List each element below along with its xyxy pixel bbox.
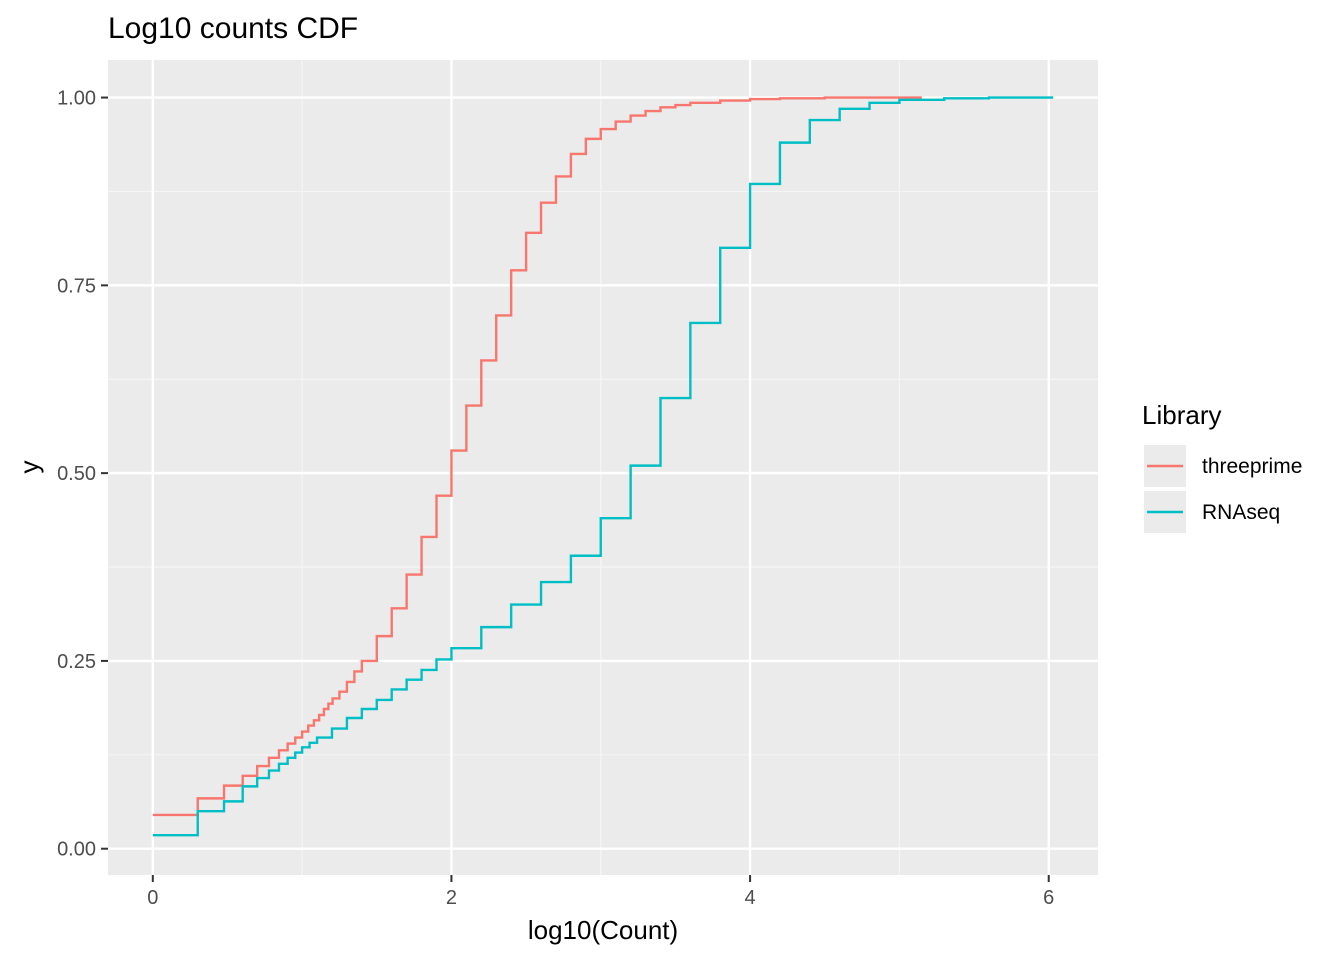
x-tick-label: 4	[745, 887, 756, 909]
legend: Library threeprime RNAseq	[1142, 400, 1302, 535]
plot-panel	[108, 60, 1098, 875]
y-tick-label: 1.00	[57, 88, 96, 110]
x-axis: 0 2 4 6	[147, 875, 1054, 909]
y-tick-label: 0.00	[57, 839, 96, 861]
series-layer	[152, 96, 1054, 837]
legend-title: Library	[1142, 400, 1221, 430]
legend-item-rnaseq: RNAseq	[1142, 489, 1280, 535]
chart-title: Log10 counts CDF	[108, 12, 358, 45]
x-tick-label: 0	[147, 887, 158, 909]
legend-items: threeprime RNAseq	[1142, 443, 1302, 535]
legend-item-threeprime: threeprime	[1142, 443, 1302, 489]
y-tick-label: 0.75	[57, 275, 96, 297]
y-axis: 0.00 0.25 0.50 0.75 1.00	[57, 88, 108, 861]
series-line-rnaseq	[152, 96, 1054, 837]
x-tick-label: 6	[1043, 887, 1054, 909]
y-tick-label: 0.50	[57, 463, 96, 485]
legend-label: RNAseq	[1202, 501, 1280, 524]
x-tick-label: 2	[446, 887, 457, 909]
grid-minor	[108, 60, 1098, 875]
series-line-threeprime	[152, 96, 922, 817]
legend-label: threeprime	[1202, 455, 1302, 478]
x-axis-label: log10(Count)	[528, 915, 678, 945]
grid-major	[108, 60, 1098, 875]
y-tick-label: 0.25	[57, 651, 96, 673]
y-axis-label: y	[14, 461, 44, 474]
